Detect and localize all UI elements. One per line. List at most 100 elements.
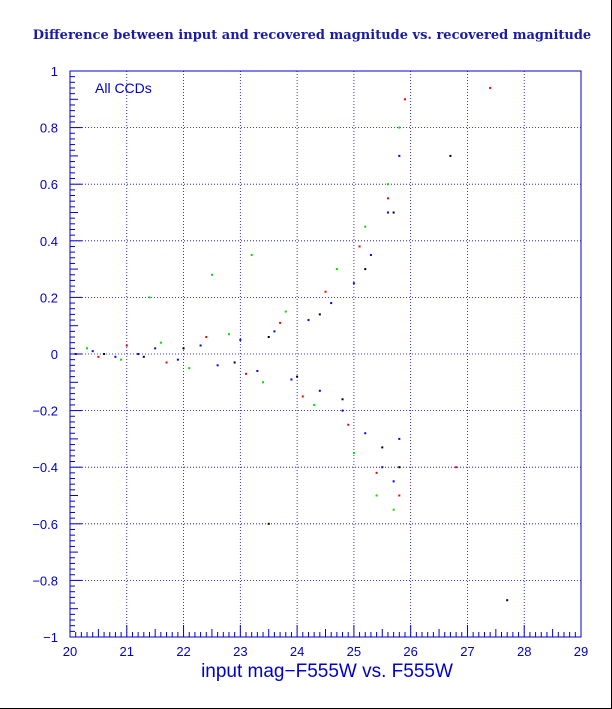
data-point bbox=[142, 355, 145, 358]
data-point bbox=[381, 466, 384, 469]
data-point bbox=[369, 253, 372, 256]
data-point bbox=[250, 253, 253, 256]
data-point bbox=[245, 372, 248, 375]
y-tick-label: −1 bbox=[43, 630, 58, 645]
x-tick-label: 24 bbox=[290, 644, 304, 659]
data-point bbox=[324, 290, 327, 293]
data-point bbox=[318, 313, 321, 316]
data-point bbox=[352, 282, 355, 285]
data-point bbox=[188, 367, 191, 370]
data-point bbox=[120, 358, 123, 361]
x-tick-label: 29 bbox=[574, 644, 588, 659]
data-point bbox=[398, 437, 401, 440]
x-axis-label: input mag−F555W vs. F555W bbox=[201, 661, 453, 682]
data-point bbox=[103, 353, 106, 355]
data-point bbox=[262, 381, 265, 384]
y-tick-label: 0.8 bbox=[40, 121, 58, 136]
y-tick-label: −0.2 bbox=[32, 404, 58, 419]
data-point bbox=[182, 347, 185, 350]
data-point bbox=[176, 358, 179, 361]
data-point bbox=[347, 423, 350, 426]
data-point bbox=[148, 296, 151, 299]
data-point bbox=[392, 480, 395, 483]
data-point bbox=[137, 353, 140, 355]
data-point bbox=[199, 344, 202, 347]
data-point bbox=[386, 211, 389, 214]
data-point bbox=[364, 225, 367, 228]
axes: 20 21 22 23 24 25 26 27 28 29 1 0.8 0.6 0.4 0.2 0 −0.2 −0… bbox=[32, 64, 588, 659]
data-point bbox=[233, 361, 236, 364]
data-point bbox=[398, 494, 401, 497]
y-tick-label: 0.4 bbox=[40, 234, 58, 249]
data-point bbox=[364, 432, 367, 435]
y-tick-label: −0.8 bbox=[32, 573, 58, 588]
data-point bbox=[227, 333, 230, 336]
data-point bbox=[159, 341, 162, 344]
data-point bbox=[114, 355, 117, 358]
data-point bbox=[86, 347, 89, 350]
data-point bbox=[403, 98, 406, 101]
x-tick-label: 27 bbox=[460, 644, 474, 659]
data-point bbox=[239, 338, 242, 341]
data-point bbox=[125, 344, 128, 347]
data-point bbox=[392, 508, 395, 511]
y-tick-label: −0.4 bbox=[32, 460, 58, 475]
y-tick-label: 1 bbox=[51, 64, 58, 79]
data-point bbox=[392, 211, 395, 214]
x-tick-label: 26 bbox=[403, 644, 417, 659]
x-tick-label: 25 bbox=[347, 644, 361, 659]
data-point bbox=[307, 319, 310, 322]
data-point bbox=[398, 154, 401, 157]
data-point bbox=[210, 273, 213, 276]
data-point bbox=[267, 522, 270, 525]
x-tick-label: 28 bbox=[517, 644, 531, 659]
data-point bbox=[216, 364, 219, 367]
data-point bbox=[364, 268, 367, 271]
grid bbox=[70, 71, 581, 637]
data-point bbox=[267, 336, 270, 339]
annotation-label: All CCDs bbox=[95, 80, 152, 96]
chart-title: Difference between input and recovered m… bbox=[33, 28, 591, 43]
x-tick-label: 22 bbox=[176, 644, 190, 659]
data-point bbox=[386, 197, 389, 200]
data-point bbox=[352, 452, 355, 455]
data-point bbox=[358, 245, 361, 248]
y-tick-label: −0.6 bbox=[32, 517, 58, 532]
data-point bbox=[290, 378, 293, 381]
data-point bbox=[296, 375, 299, 378]
data-point bbox=[398, 466, 401, 469]
data-point bbox=[205, 336, 208, 339]
data-point bbox=[91, 350, 94, 353]
data-point bbox=[318, 389, 321, 392]
data-point bbox=[381, 446, 384, 449]
data-point bbox=[256, 369, 259, 372]
data-point bbox=[279, 321, 282, 324]
data-point bbox=[398, 126, 401, 129]
data-point bbox=[375, 471, 378, 474]
data-point bbox=[489, 86, 492, 89]
y-tick-label: 0.6 bbox=[40, 177, 58, 192]
data-point bbox=[455, 466, 458, 469]
data-point bbox=[330, 302, 333, 305]
data-point bbox=[341, 398, 344, 401]
x-tick-label: 21 bbox=[120, 644, 134, 659]
data-point bbox=[284, 310, 287, 313]
x-tick-label: 20 bbox=[63, 644, 77, 659]
data-point bbox=[97, 355, 100, 358]
data-point bbox=[375, 494, 378, 497]
y-tick-label: 0 bbox=[51, 347, 58, 362]
y-tick-label: 0.2 bbox=[40, 290, 58, 305]
data-point bbox=[335, 268, 338, 271]
data-point bbox=[165, 361, 168, 364]
data-point bbox=[301, 395, 304, 398]
data-points bbox=[74, 86, 509, 602]
data-point bbox=[341, 409, 344, 412]
data-point bbox=[273, 330, 276, 333]
x-tick-label: 23 bbox=[233, 644, 247, 659]
data-point bbox=[154, 347, 157, 350]
data-point bbox=[386, 183, 389, 186]
data-point bbox=[313, 403, 316, 406]
data-point bbox=[506, 599, 509, 602]
data-point bbox=[449, 154, 452, 157]
